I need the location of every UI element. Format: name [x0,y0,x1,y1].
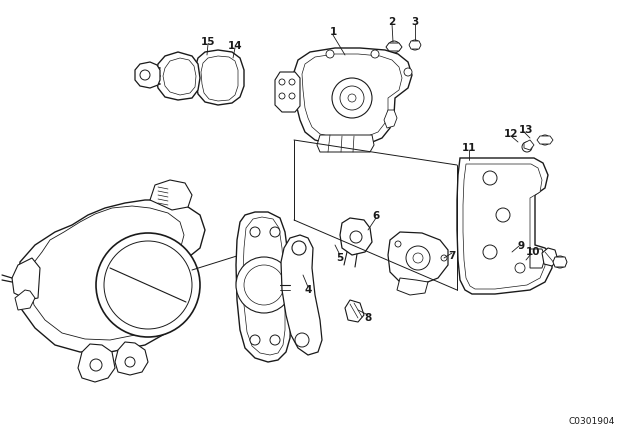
Polygon shape [388,232,448,285]
Text: 11: 11 [461,143,476,153]
Polygon shape [409,41,421,49]
Circle shape [140,70,150,80]
Circle shape [250,227,260,237]
Polygon shape [163,58,196,95]
Circle shape [295,333,309,347]
Polygon shape [384,110,397,128]
Bar [220,65,230,77]
Polygon shape [243,217,285,355]
Circle shape [340,86,364,110]
Circle shape [483,171,497,185]
Circle shape [496,208,510,222]
Text: 15: 15 [201,37,215,47]
Circle shape [250,335,260,345]
Circle shape [270,335,280,345]
Text: 10: 10 [525,247,540,257]
Circle shape [125,357,135,367]
Polygon shape [15,290,35,310]
Circle shape [554,256,566,268]
Polygon shape [135,62,160,88]
Text: 13: 13 [519,125,533,135]
Circle shape [292,241,306,255]
Polygon shape [386,43,402,51]
Text: 3: 3 [412,17,419,27]
Polygon shape [537,136,553,144]
Text: 8: 8 [364,313,372,323]
Bar [220,83,230,95]
Circle shape [348,94,356,102]
Polygon shape [294,48,412,145]
Circle shape [279,79,285,85]
Polygon shape [542,248,558,266]
Text: 9: 9 [517,241,525,251]
Polygon shape [18,200,205,352]
Text: 6: 6 [372,211,380,221]
Bar [205,65,215,77]
Circle shape [236,257,292,313]
Circle shape [543,138,547,142]
Polygon shape [236,212,291,362]
Circle shape [279,93,285,99]
Text: 1: 1 [330,27,337,37]
Circle shape [413,253,423,263]
Circle shape [413,43,417,47]
Polygon shape [345,300,364,322]
Circle shape [244,265,284,305]
Text: 2: 2 [388,17,396,27]
Polygon shape [78,344,115,382]
Text: 7: 7 [448,251,456,261]
Circle shape [289,79,295,85]
Polygon shape [397,278,428,295]
Circle shape [395,241,401,247]
Text: C0301904: C0301904 [569,418,615,426]
Polygon shape [195,50,244,105]
Polygon shape [150,180,192,210]
Bar [205,83,215,95]
Circle shape [289,93,295,99]
Circle shape [441,255,447,261]
Circle shape [388,41,400,53]
Circle shape [326,50,334,58]
Circle shape [391,44,397,50]
Circle shape [96,233,200,337]
Polygon shape [524,140,534,150]
Circle shape [332,78,372,118]
Circle shape [270,227,280,237]
Polygon shape [12,258,40,300]
Polygon shape [457,158,552,294]
Polygon shape [317,135,374,152]
Polygon shape [302,54,402,138]
Circle shape [410,40,420,50]
Text: 4: 4 [304,285,312,295]
Circle shape [104,241,192,329]
Polygon shape [340,218,372,255]
Circle shape [350,231,362,243]
Circle shape [483,245,497,259]
Polygon shape [30,206,184,340]
Circle shape [515,263,525,273]
Circle shape [90,359,102,371]
Polygon shape [463,164,545,289]
Polygon shape [115,342,148,375]
Circle shape [371,50,379,58]
Polygon shape [275,72,300,112]
Circle shape [522,142,532,152]
Circle shape [406,246,430,270]
Circle shape [540,135,550,145]
Circle shape [404,68,412,76]
Polygon shape [553,257,567,267]
Polygon shape [201,56,238,101]
Text: 5: 5 [337,253,344,263]
Polygon shape [156,52,200,100]
Text: 12: 12 [504,129,518,139]
Circle shape [557,259,563,265]
Text: 14: 14 [228,41,243,51]
Polygon shape [281,235,322,355]
Polygon shape [530,249,545,268]
